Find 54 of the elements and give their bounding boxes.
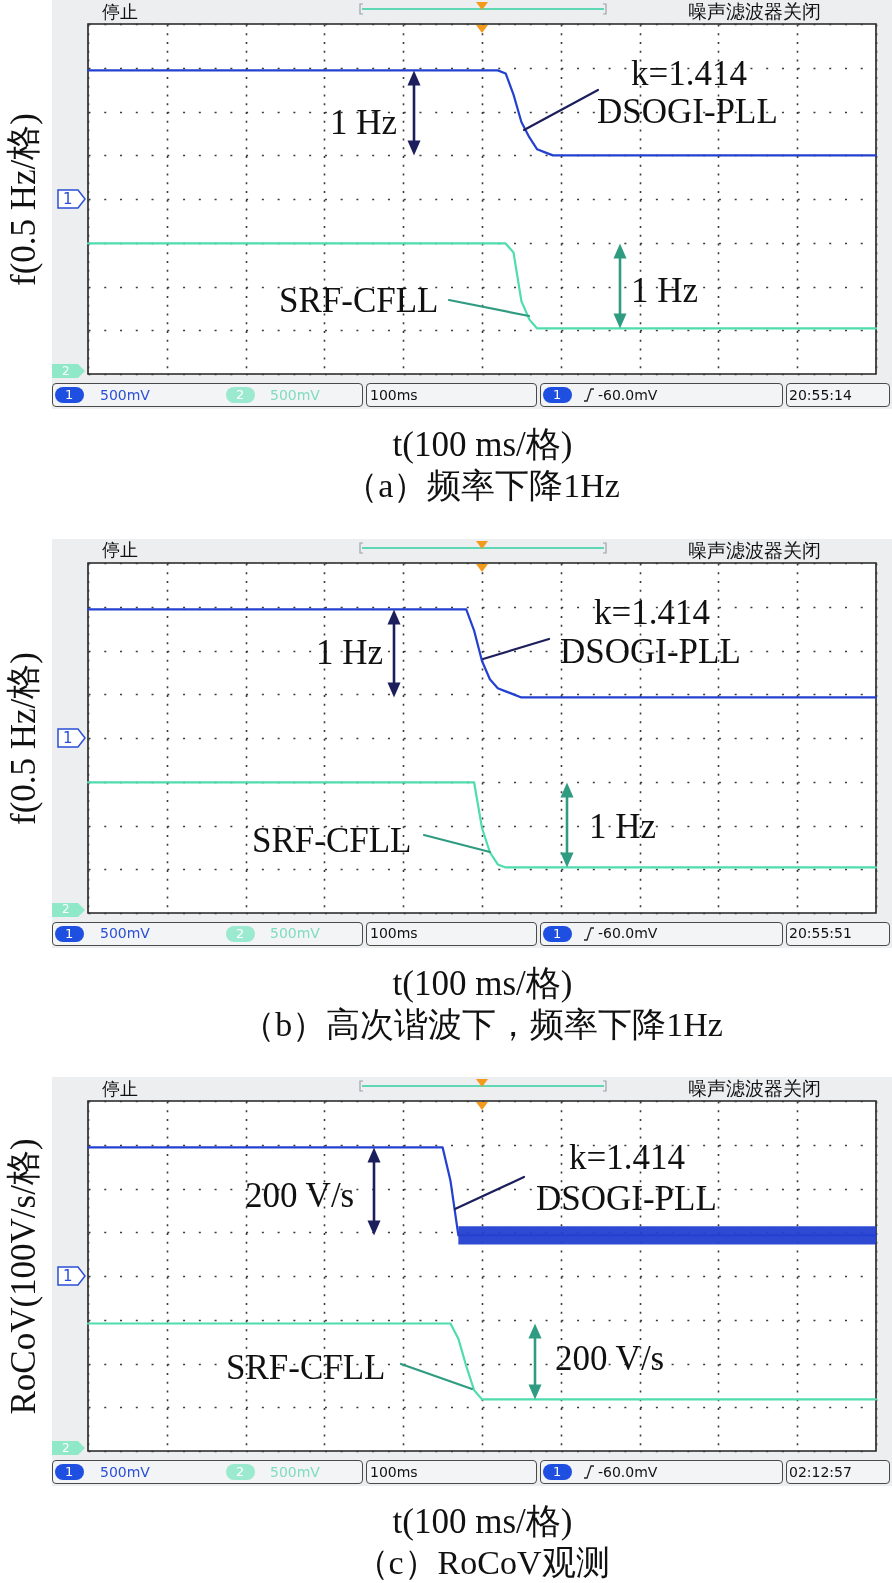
annotation: 1 Hz [631, 270, 699, 310]
annotation: 1 Hz [589, 807, 657, 846]
channel-badge: 2 [226, 387, 255, 403]
text: 02:12:57 [789, 1463, 852, 1480]
annotation: 200 V/s [245, 1175, 355, 1215]
text: 100ms [370, 1463, 418, 1480]
channel-badge: 1 [55, 387, 84, 403]
channel-badge: 1 [55, 1464, 84, 1480]
text: 停止 [102, 1077, 138, 1099]
text: 噪声滤波器关闭 [688, 538, 821, 561]
series-label: SRF-CFLL [279, 280, 439, 320]
text: 20:55:51 [789, 925, 852, 941]
series-label: DSOGI-PLL [536, 1178, 717, 1218]
text: 噪声滤波器关闭 [688, 1077, 821, 1099]
text: 100ms [370, 386, 418, 403]
y-axis-title: RoCoV(100V/s/格) [3, 1138, 43, 1415]
text: 500mV [270, 386, 320, 403]
annotation: 1 Hz [316, 633, 384, 672]
series-label: SRF-CFLL [226, 1347, 386, 1387]
y-axis-title: f(0.5 Hz/格) [3, 651, 43, 825]
channel-marker: 2 [52, 1441, 86, 1455]
series-label: DSOGI-PLL [597, 91, 778, 131]
annotation: k=1.414 [594, 593, 710, 632]
text: 停止 [102, 0, 138, 22]
annotation: 200 V/s [555, 1338, 665, 1378]
series-label: SRF-CFLL [252, 821, 412, 860]
text: （c）RoCoV观测 [354, 1544, 610, 1581]
text: （a）频率下降1Hz [344, 467, 620, 504]
annotation: k=1.414 [569, 1137, 685, 1177]
text: 20:55:14 [789, 386, 852, 403]
text: -60.0mV [598, 925, 658, 941]
text: 500mV [270, 1463, 320, 1480]
channel-badge: 1 [543, 387, 572, 403]
text: 500mV [100, 386, 150, 403]
text: -60.0mV [598, 1463, 658, 1480]
text: -60.0mV [598, 386, 658, 403]
text: 噪声滤波器关闭 [688, 0, 821, 22]
channel-marker: 2 [52, 364, 86, 378]
channel-marker: 2 [52, 902, 86, 917]
text: （b）高次谐波下，频率下降1Hz [241, 1005, 723, 1043]
text: 500mV [100, 925, 150, 941]
series-label: DSOGI-PLL [560, 632, 741, 671]
text: 500mV [270, 925, 320, 941]
x-axis-title: t(100 ms/格) [392, 963, 573, 1002]
text: 停止 [102, 539, 138, 560]
channel-badge: 2 [226, 1464, 255, 1480]
text: 500mV [100, 1463, 150, 1480]
text: 100ms [370, 925, 418, 941]
x-axis-title: t(100 ms/格) [392, 1501, 573, 1541]
annotation: k=1.414 [631, 53, 747, 93]
annotation: 1 Hz [330, 102, 398, 142]
channel-badge: 1 [543, 1464, 572, 1480]
y-axis-title: f(0.5 Hz/格) [3, 112, 43, 287]
x-axis-title: t(100 ms/格) [392, 424, 573, 464]
